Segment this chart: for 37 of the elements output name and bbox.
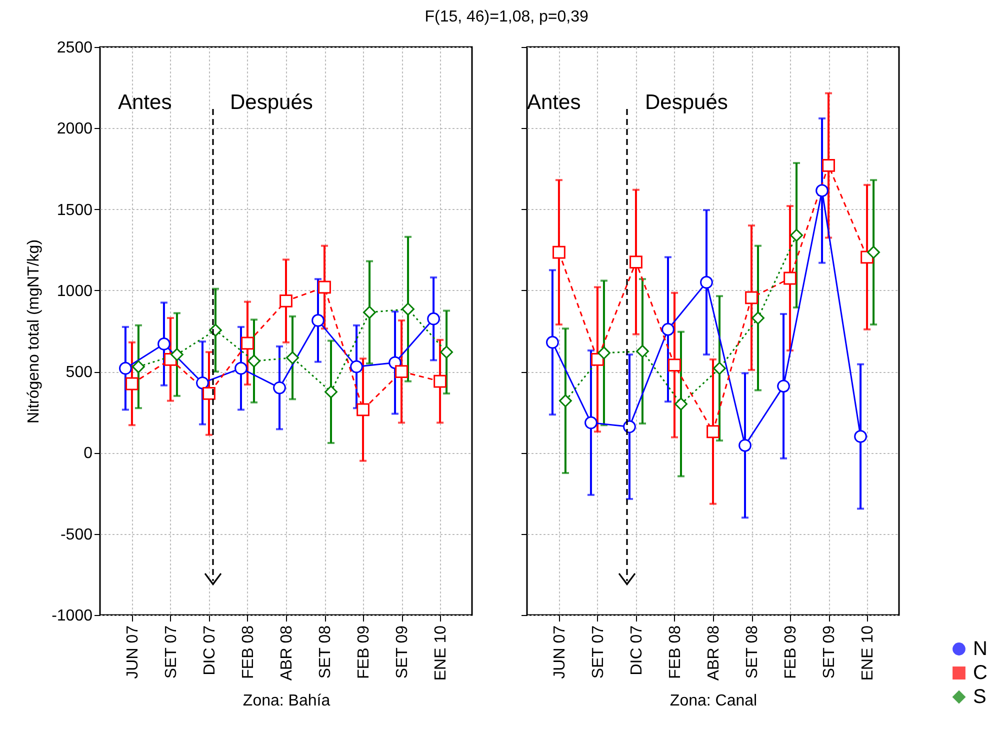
x-axis-title: Zona: Bahía [242, 692, 330, 710]
x-tick-label: FEB 08 [666, 625, 684, 679]
x-tick-label: FEB 08 [240, 625, 257, 679]
legend-label: N [973, 638, 988, 660]
x-tick-label: JUN 07 [124, 625, 142, 679]
x-tick-label: ABR 08 [706, 625, 722, 681]
legend-label: C [973, 662, 988, 684]
x-tick-label: SET 07 [590, 625, 607, 679]
x-tick-label: ABR 08 [278, 625, 296, 681]
y-tick-label: 500 [66, 364, 93, 382]
x-tick-label: SET 07 [162, 625, 180, 679]
x-tick-label: DIC 07 [201, 625, 218, 676]
x-tick-label: ENE 10 [860, 625, 877, 681]
y-tick-label: 0 [84, 445, 93, 462]
x-tick-label: FEB 09 [356, 625, 373, 679]
x-tick-label: SET 08 [744, 625, 762, 679]
annotation: Después [230, 91, 313, 114]
annotation: Antes [118, 91, 172, 114]
y-tick-label: 1000 [56, 282, 93, 300]
y-tick-label: 2000 [56, 120, 93, 138]
x-tick-label: SET 08 [317, 625, 334, 679]
x-tick-label: JUN 07 [551, 625, 568, 679]
x-tick-label: SET 09 [821, 625, 838, 679]
text: F(15, 46)=1,08, p=0,39 [424, 8, 588, 26]
legend-label: S [973, 686, 986, 708]
annotation: Después [645, 91, 728, 114]
y-tick-label: -500 [60, 526, 93, 544]
y-axis-title: Nitrógeno total (mgNT/kg) [26, 239, 43, 424]
x-tick-label: FEB 09 [782, 625, 800, 679]
x-axis-title: Zona: Canal [670, 692, 758, 710]
x-tick-label: DIC 07 [628, 625, 646, 676]
y-tick-label: -1000 [52, 608, 93, 624]
y-tick-label: 2500 [56, 40, 93, 56]
annotation: Antes [527, 91, 581, 114]
x-tick-label: SET 09 [394, 625, 412, 679]
x-tick-label: ENE 10 [432, 625, 450, 681]
y-tick-label: 1500 [56, 202, 93, 219]
